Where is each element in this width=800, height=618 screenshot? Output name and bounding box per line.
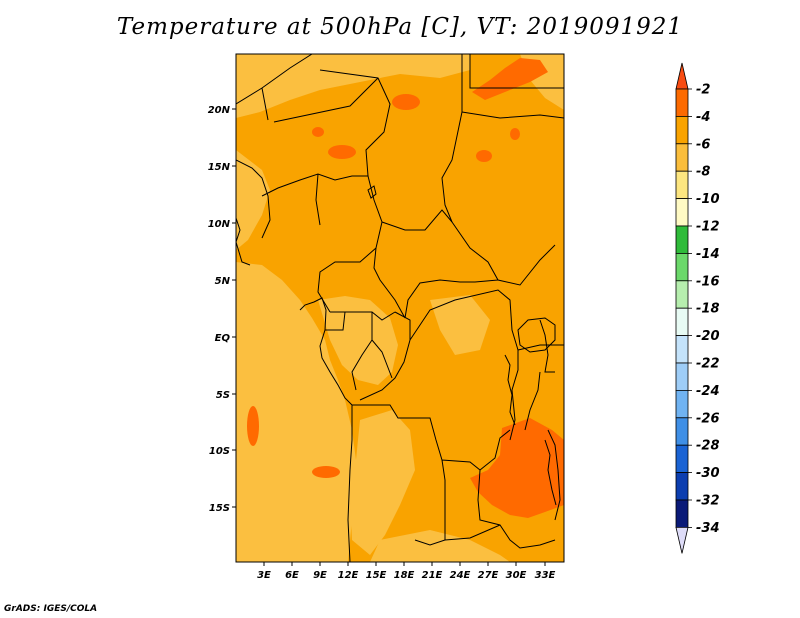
colorbar: -2 -4 -6 -8 -10 -12 -14 -16 -18 -20 -22 -24 -26 -28 -3…: [675, 62, 720, 554]
colorbar-label: -12: [696, 220, 720, 235]
colorbar-label: -16: [696, 274, 720, 289]
colorbar-swatch: [675, 307, 689, 337]
boundary-lines-south: [347, 404, 556, 562]
lat-label: 10S: [209, 446, 230, 457]
colorbar-swatch: [675, 198, 689, 227]
plot-frame: [235, 53, 565, 563]
coastline-west: [236, 217, 353, 406]
lat-label: 15N: [208, 162, 231, 173]
colorbar-swatch: [675, 252, 689, 282]
cool-region-cameroon: [318, 296, 398, 385]
lake-victoria: [517, 317, 556, 353]
warm-patch-north-west: [312, 127, 324, 137]
colorbar-swatch: [675, 170, 689, 199]
warm-patch-north-center: [392, 94, 420, 110]
colorbar-label: -20: [696, 329, 720, 344]
colorbar-swatch: [675, 472, 689, 501]
lake-chad: [367, 185, 377, 199]
lon-label: 3E: [257, 570, 271, 581]
longitude-axis: [263, 562, 546, 566]
country-boundaries: [236, 54, 564, 562]
colorbar-swatch: [675, 225, 689, 254]
lat-label: 5S: [216, 390, 230, 401]
lat-label: 20N: [208, 105, 231, 116]
colorbar-label: -18: [696, 302, 720, 317]
field-minus4-to-minus2-regions: [247, 58, 564, 518]
lon-label: 24E: [450, 570, 471, 581]
colorbar-swatch: [675, 280, 689, 309]
colorbar-label: -34: [696, 521, 720, 536]
longitude-labels: 3E 6E 9E 12E 15E 18E 21E 24E 27E 30E 33E: [257, 570, 555, 581]
colorbar-label: -24: [696, 384, 720, 399]
colorbar-label: -4: [696, 110, 710, 125]
latitude-axis: [232, 108, 236, 508]
colorbar-swatch: [675, 116, 689, 145]
lon-label: 9E: [313, 570, 327, 581]
lon-label: 15E: [366, 570, 387, 581]
cool-region-sw-atlantic: [236, 262, 358, 562]
cool-region-west-sahel: [236, 150, 270, 250]
boundary-lines-east: [509, 319, 564, 521]
warm-patch-mozambique: [470, 418, 564, 518]
map-title: Temperature at 500hPa [C], VT: 201909192…: [116, 14, 684, 40]
colorbar-label: -32: [696, 494, 720, 509]
colorbar-swatch: [675, 499, 689, 528]
lat-label: 10N: [208, 219, 231, 230]
lat-label: 15S: [209, 503, 230, 514]
colorbar-label: -2: [696, 83, 710, 98]
cool-region-south: [370, 530, 510, 562]
cool-region-center-east: [430, 295, 490, 355]
colorbar-label: -22: [696, 357, 720, 372]
warm-patch-angola: [312, 466, 340, 478]
cool-region-angola: [350, 410, 415, 555]
colorbar-swatch: [675, 335, 689, 364]
colorbar-label: -8: [696, 165, 710, 180]
colorbar-label: -14: [696, 247, 720, 262]
colorbar-label: -30: [696, 466, 720, 481]
lon-label: 30E: [506, 570, 527, 581]
latitude-labels: 20N 15N 10N 5N EQ 5S 10S 15S: [208, 105, 231, 514]
colorbar-swatch: [675, 389, 689, 419]
warm-patch-sw: [247, 406, 259, 446]
colorbar-label: -10: [696, 192, 720, 207]
cool-region-north: [236, 54, 470, 118]
lat-label: 5N: [215, 276, 231, 287]
warm-patch-chad: [328, 145, 356, 159]
colorbar-label: -6: [696, 137, 710, 152]
lake-tanganyika: [504, 354, 516, 426]
colorbar-swatch: [675, 417, 689, 446]
colorbar-top-triangle: [675, 62, 689, 90]
lon-label: 12E: [338, 570, 359, 581]
lon-label: 6E: [285, 570, 299, 581]
colorbar-swatch: [675, 143, 689, 172]
colorbar-label: -26: [696, 411, 720, 426]
lake-malawi: [544, 439, 557, 506]
lon-label: 33E: [535, 570, 556, 581]
warm-patch-north-east: [510, 128, 520, 140]
warm-patch-sudan: [476, 150, 492, 162]
lon-label: 21E: [422, 570, 443, 581]
lon-label: 27E: [478, 570, 499, 581]
colorbar-label: -28: [696, 439, 720, 454]
colorbar-swatch: [675, 88, 689, 117]
colorbar-bottom-triangle: [675, 527, 689, 554]
warm-patch-ne: [472, 58, 548, 100]
lat-label: EQ: [215, 333, 231, 344]
lon-label: 18E: [394, 570, 415, 581]
colorbar-swatch: [675, 362, 689, 391]
colorbar-swatch: [675, 444, 689, 474]
grads-credit: GrADS: IGES/COLA: [4, 604, 98, 614]
boundary-lines-central: [325, 289, 519, 401]
